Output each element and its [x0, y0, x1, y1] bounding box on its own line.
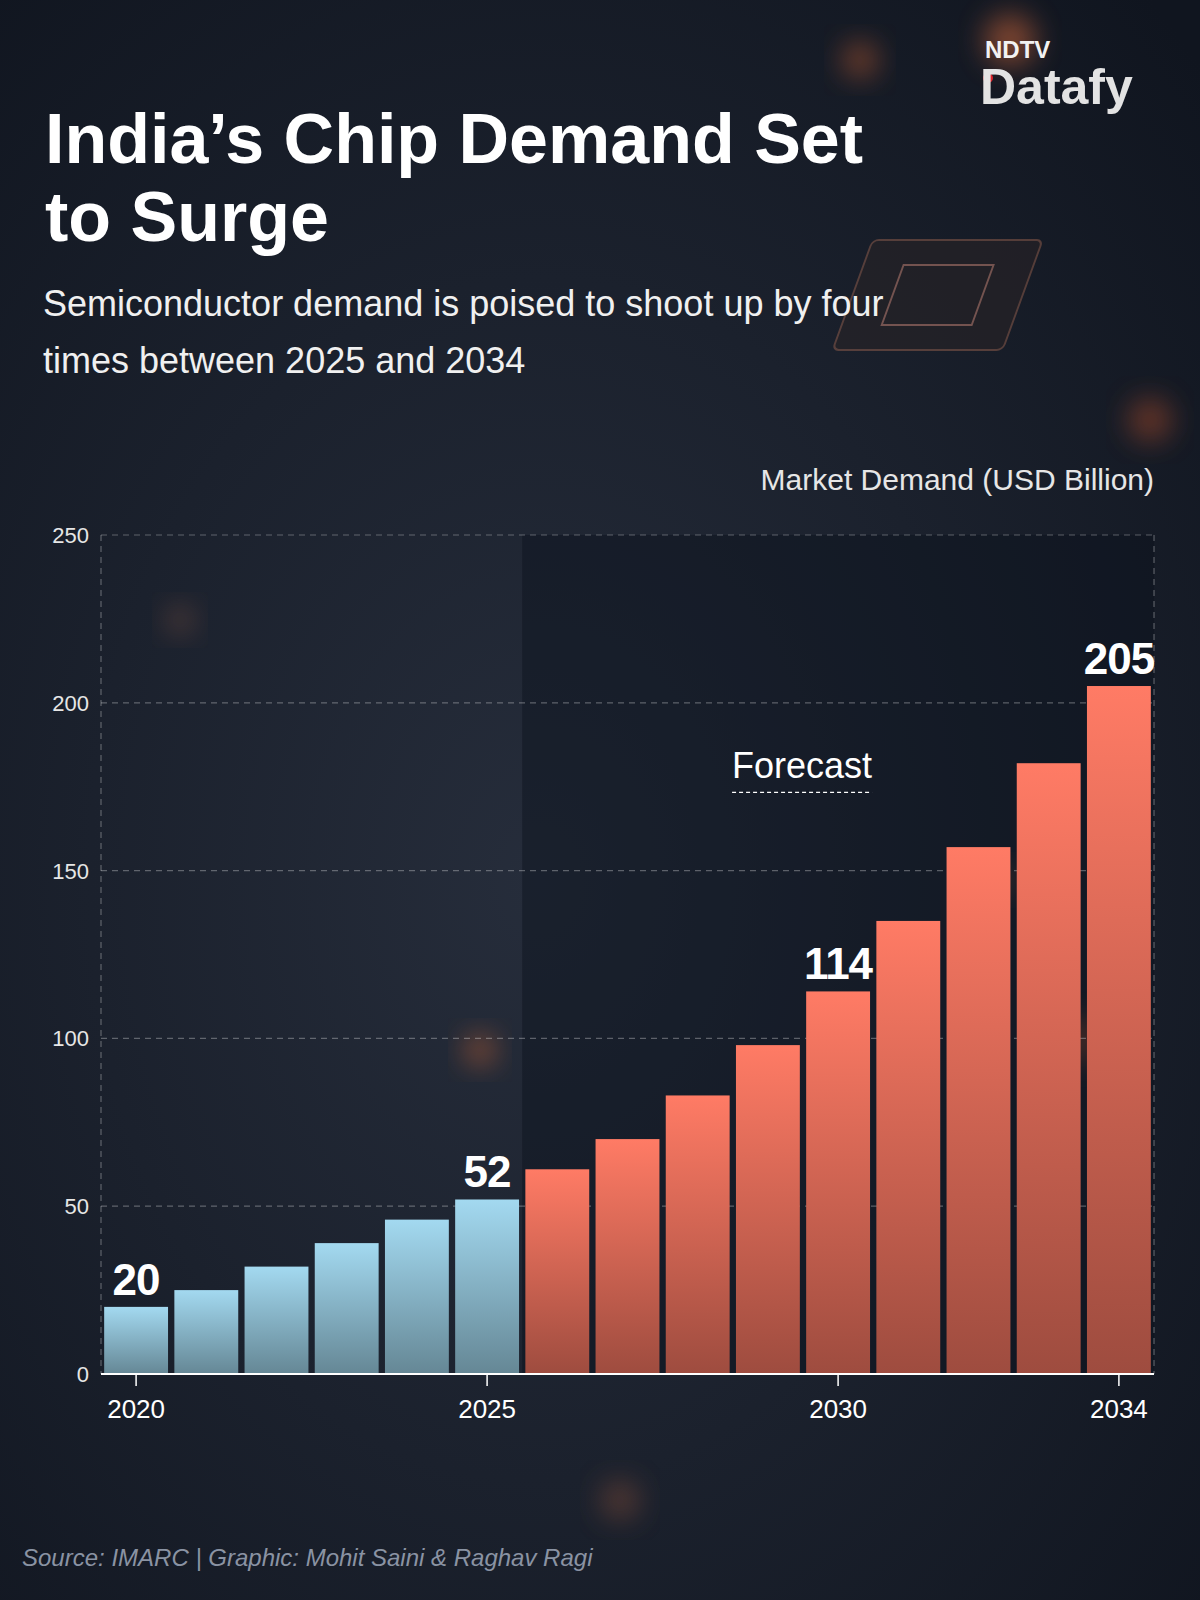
bar [1087, 686, 1151, 1374]
bar [666, 1095, 730, 1374]
bar [876, 921, 940, 1374]
grid-line [101, 1373, 1154, 1374]
x-tick [486, 1374, 488, 1386]
bar [1017, 763, 1081, 1374]
y-tick-label: 0 [77, 1362, 89, 1387]
annotation: Forecast [732, 745, 872, 786]
data-label: 205 [1084, 634, 1155, 683]
grid-line [101, 534, 1154, 535]
data-label: 20 [113, 1255, 160, 1304]
brand-name: Datafy [980, 59, 1133, 115]
y-tick-label: 100 [52, 1026, 89, 1051]
x-tick-label: 2020 [107, 1394, 165, 1424]
bar [947, 847, 1011, 1374]
x-tick [135, 1374, 137, 1386]
grid-line [101, 702, 1154, 703]
bar [104, 1307, 168, 1374]
bg-glow [600, 1480, 640, 1520]
chart-canvas: NDTVDatafyIndia’s Chip Demand Setto Surg… [0, 0, 1200, 1600]
bar [245, 1267, 309, 1374]
bg-glow [842, 42, 878, 78]
bar [736, 1045, 800, 1374]
x-tick [1118, 1374, 1120, 1386]
text-line: India’s Chip Demand Set [45, 100, 863, 178]
text-line: to Surge [45, 178, 329, 256]
bar [315, 1243, 379, 1374]
bar [596, 1139, 660, 1374]
y-axis-title: Market Demand (USD Billion) [761, 463, 1154, 496]
y-tick-label: 200 [52, 691, 89, 716]
text-line: times between 2025 and 2034 [43, 340, 525, 381]
bg-glow [166, 606, 194, 634]
x-tick-label: 2030 [809, 1394, 867, 1424]
bar [806, 991, 870, 1374]
x-tick [837, 1374, 839, 1386]
source: Source: IMARC | Graphic: Mohit Saini & R… [22, 1544, 593, 1571]
subtitle: Semiconductor demand is poised to shoot … [43, 283, 884, 381]
annotation-underline [732, 792, 872, 793]
data-label: 52 [464, 1147, 511, 1196]
bar [455, 1199, 519, 1374]
y-tick-label: 250 [52, 523, 89, 548]
frame-left [100, 535, 101, 1374]
forecast-shade [522, 535, 1154, 1374]
bg-glow [1128, 398, 1172, 442]
chip-shape [882, 265, 994, 325]
title: India’s Chip Demand Setto Surge [45, 100, 863, 256]
x-tick-label: 2025 [458, 1394, 516, 1424]
bars [104, 686, 1151, 1374]
data-label: 114 [804, 939, 874, 988]
text-line: Semiconductor demand is poised to shoot … [43, 283, 884, 324]
bar [385, 1220, 449, 1374]
x-axis-line [101, 1373, 1154, 1375]
x-tick-label: 2034 [1090, 1394, 1148, 1424]
y-tick-label: 150 [52, 859, 89, 884]
background [0, 0, 1200, 1600]
bar [525, 1169, 589, 1374]
bar [174, 1290, 238, 1374]
y-tick-label: 50 [65, 1194, 89, 1219]
